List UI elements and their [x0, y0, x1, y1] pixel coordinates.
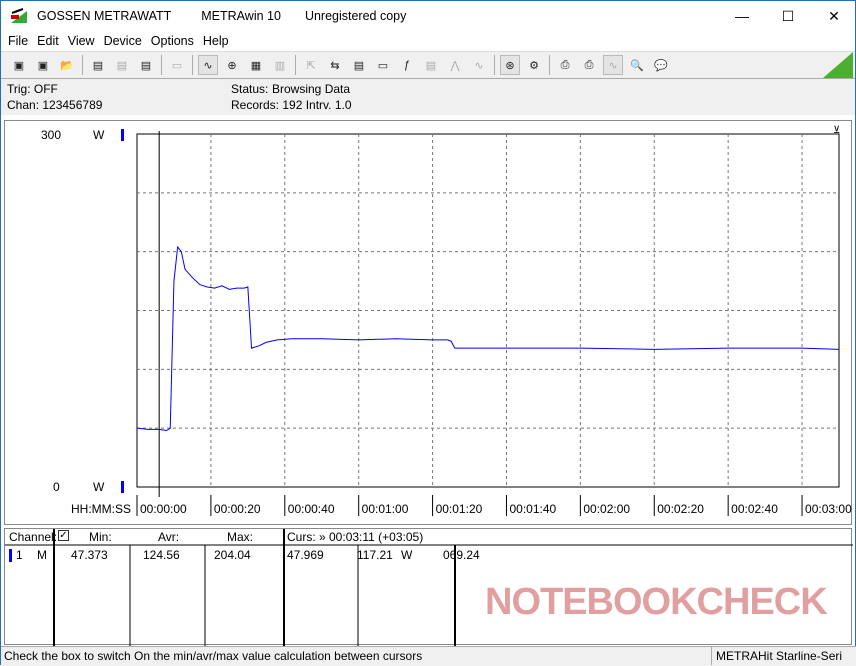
x-tick-label: 00:01:20 [436, 502, 483, 516]
function-icon[interactable]: ƒ [397, 55, 417, 75]
title-app: METRAwin 10 [201, 9, 281, 23]
x-tick-label: 00:00:40 [288, 502, 335, 516]
scale-marker-bottom [121, 481, 124, 493]
menu-bar: File Edit View Device Options Help [1, 31, 855, 51]
x-tick-label: 00:02:20 [657, 502, 704, 516]
avr-header: Avr: [158, 530, 179, 544]
menu-help[interactable]: Help [203, 34, 229, 48]
zoom-wave-icon[interactable]: ∿ [603, 55, 623, 75]
corner-triangle-icon [823, 52, 853, 78]
data-list-icon[interactable]: ▤ [349, 55, 369, 75]
maximize-button[interactable]: ☐ [765, 1, 811, 31]
menu-view[interactable]: View [68, 34, 95, 48]
title-brand: GOSSEN METRAWATT [37, 9, 171, 23]
transfer-icon[interactable]: ⇆ [325, 55, 345, 75]
x-tick-label: 00:00:20 [214, 502, 261, 516]
x-tick-label: 00:03:00 [805, 502, 852, 516]
title-bar: GOSSEN METRAWATT METRAwin 10 Unregistere… [1, 1, 855, 31]
open-icon[interactable]: 📂 [57, 55, 77, 75]
menu-file[interactable]: File [8, 34, 28, 48]
channel-number: 1 [16, 548, 23, 562]
x-tick-label: 00:02:40 [731, 502, 778, 516]
y-tick-label: 0 [53, 480, 60, 494]
memory-read-icon[interactable]: ▤ [136, 55, 156, 75]
scale-marker-top [121, 129, 124, 141]
y-tick-label: 300 [41, 128, 61, 142]
watermark: NOTEBOOKCHECK [485, 581, 827, 624]
x-axis-label: HH:MM:SS [71, 502, 131, 516]
x-tick-label: 00:02:00 [583, 502, 630, 516]
y-unit-label: W [93, 480, 105, 494]
app-logo-icon [9, 7, 29, 25]
toolbar: ▣▣📂▤▤▤▭∿⊕▦▥⇱⇆▤▭ƒ▤⋀∿⊛⚙⎙⎙∿🔍💬 [1, 51, 855, 79]
device-display-icon[interactable]: ▤ [421, 55, 441, 75]
x-tick-label: 00:01:40 [509, 502, 556, 516]
channel-color-marker [9, 549, 12, 562]
toolbar-separator [82, 55, 83, 75]
toolbar-separator [295, 55, 296, 75]
cursor-header: Curs: » 00:03:11 (+03:05) [287, 530, 423, 544]
device-read-icon[interactable]: ▤ [88, 55, 108, 75]
print-preview-icon[interactable]: ⎙ [579, 55, 599, 75]
y-unit-label: W [93, 128, 105, 142]
export-icon[interactable]: ⇱ [301, 55, 321, 75]
x-tick-label: 00:00:00 [140, 502, 187, 516]
min-header: Min: [89, 530, 112, 544]
menu-edit[interactable]: Edit [37, 34, 59, 48]
measurement-panel: Channel: ✓ Min: Avr: Max: Curs: » 00:03:… [4, 528, 852, 645]
cursor-calc-checkbox[interactable]: ✓ [58, 530, 69, 541]
save-as-icon[interactable]: ▣ [33, 55, 53, 75]
waveform-icon[interactable]: ∿ [198, 55, 218, 75]
min-value: 47.373 [71, 548, 108, 562]
avr-value: 124.56 [143, 548, 180, 562]
minimize-button[interactable]: — [719, 1, 765, 31]
save-icon[interactable]: ▣ [9, 55, 29, 75]
trigger-status: Trig: OFF [7, 82, 58, 96]
channel-type: M [37, 548, 47, 562]
status-value: Browsing Data [272, 82, 350, 96]
cursor3-value: 069.24 [443, 548, 480, 562]
toolbar-separator [192, 55, 193, 75]
channel-list: Chan: 123456789 [7, 98, 102, 112]
max-value: 204.04 [214, 548, 251, 562]
status-hint: Check the box to switch On the min/avr/m… [4, 647, 422, 665]
status-device: METRAHit Starline-Seri [711, 647, 842, 665]
close-button[interactable]: ✕ [811, 1, 856, 31]
cursor1-value: 47.969 [287, 548, 324, 562]
histogram-icon[interactable]: ▥ [270, 55, 290, 75]
device-read-disabled-icon[interactable]: ▤ [112, 55, 132, 75]
cursor2-unit: W [401, 548, 412, 562]
status-bar: Check the box to switch On the min/avr/m… [1, 646, 856, 666]
pulse-icon[interactable]: ⋀ [445, 55, 465, 75]
channel-header: Channel: [9, 530, 57, 544]
info-bar: Trig: OFF Chan: 123456789 Status: Browsi… [1, 79, 855, 115]
table-icon[interactable]: ▦ [246, 55, 266, 75]
display-icon[interactable]: ▭ [167, 55, 187, 75]
toolbar-separator [549, 55, 550, 75]
cursor2-value: 117.21 [357, 548, 393, 562]
monitor-icon[interactable]: ▭ [373, 55, 393, 75]
comment-icon[interactable]: 💬 [651, 55, 671, 75]
menu-options[interactable]: Options [151, 34, 194, 48]
cursor-marker-icon: ⊻ [833, 125, 840, 136]
title-note: Unregistered copy [305, 9, 406, 23]
toolbar-separator [161, 55, 162, 75]
power-chart[interactable]: 00:00:00 00:00:20 00:00:40 00:01:00 00:01:20… [5, 121, 853, 526]
max-header: Max: [227, 530, 253, 544]
crosshair-icon[interactable]: ⊕ [222, 55, 242, 75]
settings-icon[interactable]: ⚙ [524, 55, 544, 75]
zoom-search-icon[interactable]: 🔍 [627, 55, 647, 75]
print-icon[interactable]: ⎙ [555, 55, 575, 75]
status-label: Status: [231, 82, 268, 96]
x-tick-label: 00:01:00 [362, 502, 409, 516]
chart-area[interactable]: 00:00:00 00:00:20 00:00:40 00:01:00 00:01:20… [4, 120, 852, 525]
wave-icon[interactable]: ∿ [469, 55, 489, 75]
toolbar-separator [494, 55, 495, 75]
zoom-fit-icon[interactable]: ⊛ [500, 55, 520, 75]
series-line [137, 247, 839, 431]
records-info: Records: 192 Intrv. 1.0 [231, 98, 352, 112]
menu-device[interactable]: Device [104, 34, 142, 48]
